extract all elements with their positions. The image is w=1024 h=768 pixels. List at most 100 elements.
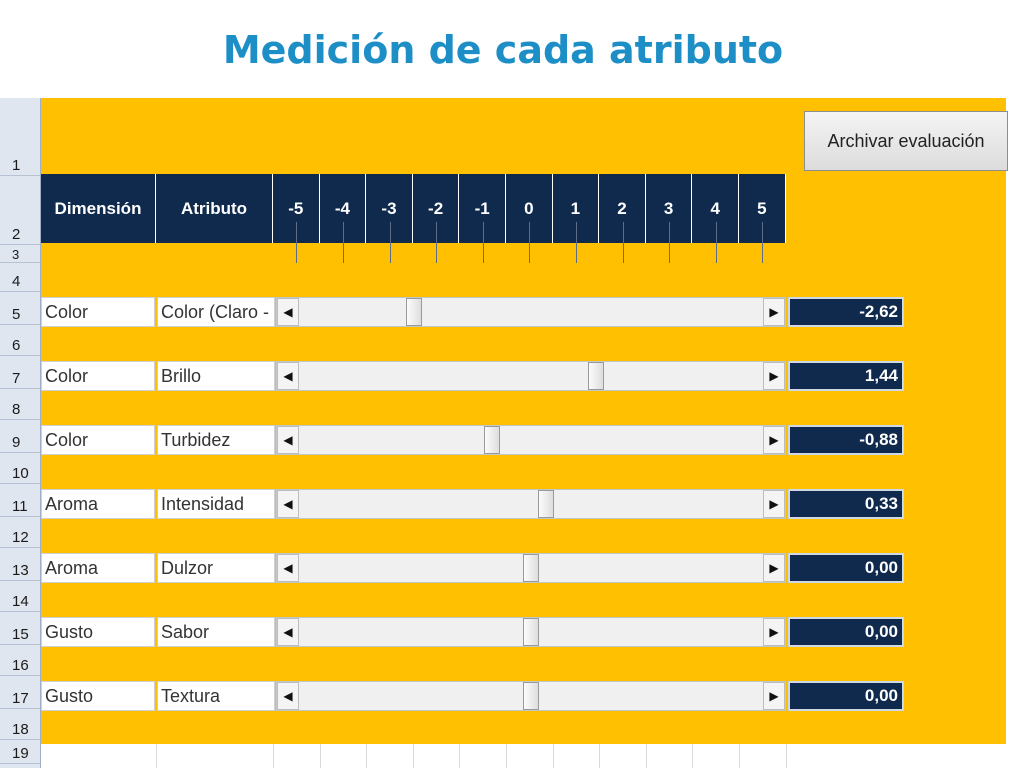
scale-tick [342, 222, 344, 263]
scroll-left-arrow-icon[interactable]: ◀ [277, 618, 299, 646]
slider-thumb[interactable] [537, 490, 554, 518]
attribute-cell[interactable]: Color (Claro - Os [157, 297, 275, 327]
row-number[interactable]: 10 [0, 453, 40, 484]
spreadsheet: 1 2 3 4 5 6 7 8 9 10 11 12 13 14 15 16 17 18 19 Dimensión … [0, 98, 1024, 768]
slider-thumb[interactable] [587, 362, 604, 390]
dimension-cell[interactable]: Aroma [41, 553, 155, 583]
attribute-value: -0,88 [788, 425, 904, 455]
gridline [459, 744, 460, 768]
attribute-slider[interactable]: ◀ ▶ [276, 297, 786, 327]
attribute-value: 0,33 [788, 489, 904, 519]
row-number[interactable]: 11 [0, 484, 40, 517]
slider-thumb[interactable] [483, 426, 500, 454]
scale-header: 2 [599, 174, 646, 243]
slider-thumb[interactable] [523, 618, 539, 646]
dimension-cell[interactable]: Aroma [41, 489, 155, 519]
row-number[interactable]: 8 [0, 389, 40, 420]
header-dimension: Dimensión [41, 174, 156, 243]
scroll-left-arrow-icon[interactable]: ◀ [277, 554, 299, 582]
attribute-value: 0,00 [788, 681, 904, 711]
scroll-right-arrow-icon[interactable]: ▶ [763, 298, 785, 326]
attribute-cell[interactable]: Dulzor [157, 553, 275, 583]
gridline [786, 744, 787, 768]
attribute-cell[interactable]: Turbidez [157, 425, 275, 455]
scroll-left-arrow-icon[interactable]: ◀ [277, 426, 299, 454]
row-number[interactable]: 13 [0, 548, 40, 581]
slide-title: Medición de cada atributo [222, 28, 784, 72]
attribute-value: -2,62 [788, 297, 904, 327]
scroll-right-arrow-icon[interactable]: ▶ [763, 426, 785, 454]
attribute-slider[interactable]: ◀ ▶ [276, 617, 786, 647]
gridline [692, 744, 693, 768]
row-number[interactable]: 9 [0, 420, 40, 453]
attribute-slider[interactable]: ◀ ▶ [276, 425, 786, 455]
scale-tick [482, 222, 484, 263]
row-number[interactable]: 4 [0, 263, 40, 292]
attribute-slider[interactable]: ◀ ▶ [276, 361, 786, 391]
scale-tick [529, 222, 531, 263]
attribute-slider[interactable]: ◀ ▶ [276, 553, 786, 583]
dimension-cell[interactable]: Gusto [41, 617, 155, 647]
dimension-cell[interactable]: Gusto [41, 681, 155, 711]
row-number[interactable]: 1 [0, 98, 40, 176]
dimension-cell[interactable]: Color [41, 425, 155, 455]
gridline [413, 744, 414, 768]
scale-tick [762, 222, 764, 263]
scale-header: -2 [412, 174, 460, 243]
gridline [553, 744, 554, 768]
scroll-left-arrow-icon[interactable]: ◀ [277, 682, 299, 710]
row-number[interactable]: 2 [0, 176, 40, 245]
row-header-column: 1 2 3 4 5 6 7 8 9 10 11 12 13 14 15 16 17 18 19 [0, 98, 41, 768]
row-number[interactable]: 16 [0, 645, 40, 676]
scroll-right-arrow-icon[interactable]: ▶ [763, 362, 785, 390]
scale-tick [715, 222, 717, 263]
scroll-right-arrow-icon[interactable]: ▶ [763, 554, 785, 582]
attribute-slider[interactable]: ◀ ▶ [276, 489, 786, 519]
scale-tick [669, 222, 671, 263]
row-number[interactable]: 6 [0, 325, 40, 356]
row-number[interactable]: 19 [0, 740, 40, 764]
row-number[interactable]: 5 [0, 292, 40, 325]
attribute-slider[interactable]: ◀ ▶ [276, 681, 786, 711]
row-number[interactable]: 7 [0, 356, 40, 389]
attribute-value: 0,00 [788, 617, 904, 647]
scale-header: -3 [366, 174, 413, 243]
row-number[interactable]: 17 [0, 676, 40, 709]
empty-row-19 [41, 744, 1024, 768]
scroll-right-arrow-icon[interactable]: ▶ [763, 618, 785, 646]
dimension-cell[interactable]: Color [41, 361, 155, 391]
slider-thumb[interactable] [523, 682, 539, 710]
slider-thumb[interactable] [523, 554, 539, 582]
attribute-value: 1,44 [788, 361, 904, 391]
gridline [506, 744, 507, 768]
scroll-right-arrow-icon[interactable]: ▶ [763, 682, 785, 710]
row-number[interactable]: 3 [0, 245, 40, 263]
scroll-right-arrow-icon[interactable]: ▶ [763, 490, 785, 518]
gridline [646, 744, 647, 768]
row-number[interactable]: 18 [0, 709, 40, 740]
gridline [156, 744, 157, 768]
dimension-cell[interactable]: Color [41, 297, 155, 327]
gridline [366, 744, 367, 768]
scroll-left-arrow-icon[interactable]: ◀ [277, 298, 299, 326]
header-attribute: Atributo [156, 174, 273, 243]
attribute-cell[interactable]: Intensidad [157, 489, 275, 519]
scale-tick [296, 222, 298, 263]
row-number[interactable]: 12 [0, 517, 40, 548]
scroll-left-arrow-icon[interactable]: ◀ [277, 490, 299, 518]
scale-tick [575, 222, 577, 263]
attribute-cell[interactable]: Textura [157, 681, 275, 711]
scroll-left-arrow-icon[interactable]: ◀ [277, 362, 299, 390]
row-number[interactable]: 15 [0, 612, 40, 645]
slider-thumb[interactable] [405, 298, 422, 326]
attribute-cell[interactable]: Brillo [157, 361, 275, 391]
row-number[interactable]: 14 [0, 581, 40, 612]
scale-tick [622, 222, 624, 263]
gridline [599, 744, 600, 768]
attribute-value: 0,00 [788, 553, 904, 583]
attribute-cell[interactable]: Sabor [157, 617, 275, 647]
archive-evaluation-button[interactable]: Archivar evaluación [804, 111, 1008, 171]
scale-tick [436, 222, 438, 263]
gridline [739, 744, 740, 768]
gridline [320, 744, 321, 768]
